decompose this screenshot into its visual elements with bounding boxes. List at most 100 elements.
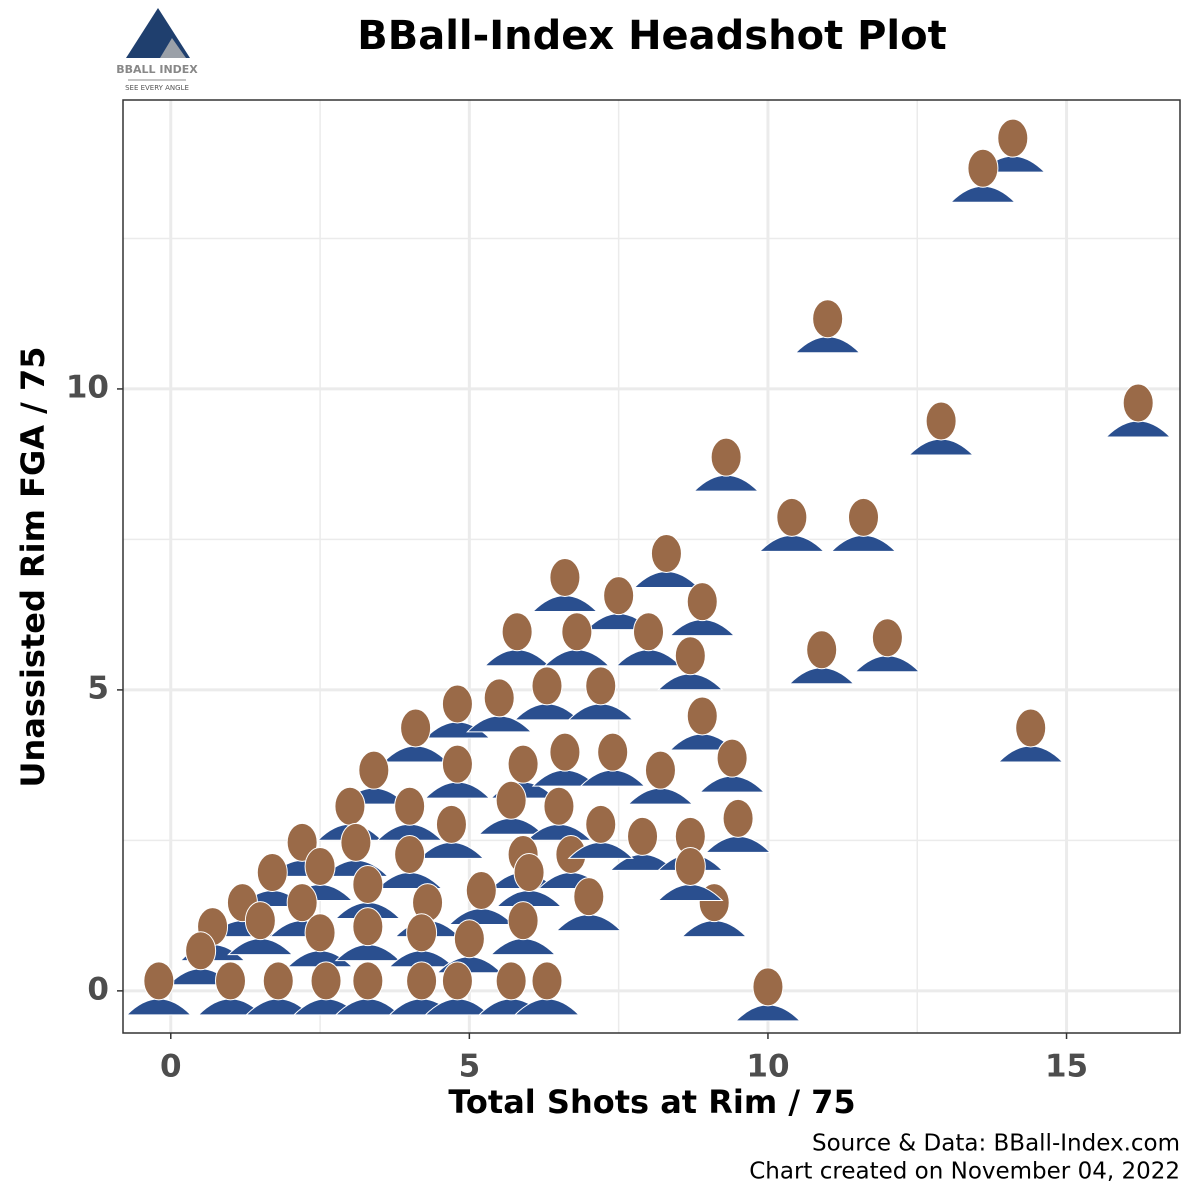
headshot-point bbox=[734, 967, 802, 1022]
headshot-point bbox=[286, 913, 354, 968]
face bbox=[435, 804, 467, 844]
face bbox=[752, 967, 784, 1007]
headshot-point bbox=[585, 576, 652, 631]
headshot-point bbox=[495, 852, 563, 907]
face bbox=[244, 901, 276, 941]
headshot-point bbox=[525, 786, 593, 841]
headshot-point bbox=[567, 804, 634, 859]
face bbox=[441, 744, 473, 784]
headshot-point bbox=[579, 732, 646, 787]
face bbox=[1122, 383, 1154, 423]
logo: BBALL INDEX SEE EVERY ANGLE bbox=[116, 8, 198, 92]
face bbox=[561, 612, 593, 652]
face bbox=[483, 678, 515, 718]
headshot-point bbox=[854, 618, 921, 673]
face bbox=[871, 618, 903, 658]
face bbox=[597, 732, 629, 772]
face bbox=[573, 877, 605, 917]
headshot-point bbox=[949, 148, 1017, 203]
face bbox=[304, 913, 336, 953]
logo-shape bbox=[160, 38, 186, 58]
headshot-point bbox=[466, 678, 533, 733]
y-tick-label: 10 bbox=[66, 369, 109, 405]
face bbox=[495, 961, 527, 1001]
face bbox=[722, 798, 754, 838]
face bbox=[603, 576, 635, 616]
chart-title: BBall-Index Headshot Plot bbox=[357, 13, 947, 59]
headshot-point bbox=[424, 744, 491, 799]
face bbox=[531, 666, 563, 706]
headshot-point bbox=[376, 786, 443, 841]
face bbox=[1015, 708, 1047, 748]
face bbox=[214, 961, 246, 1001]
plot-border bbox=[122, 99, 1181, 1034]
face bbox=[674, 846, 706, 886]
face bbox=[776, 497, 808, 537]
face bbox=[716, 738, 748, 778]
headshot-point bbox=[418, 804, 485, 859]
x-tick-label: 15 bbox=[1045, 1049, 1088, 1085]
headshot-point bbox=[477, 780, 545, 835]
face bbox=[304, 846, 336, 886]
headshot-point bbox=[567, 666, 634, 721]
headshot-point bbox=[627, 750, 694, 805]
face bbox=[501, 612, 533, 652]
face bbox=[967, 148, 999, 188]
face bbox=[507, 901, 539, 941]
headshot-point bbox=[657, 636, 724, 691]
face bbox=[812, 299, 844, 339]
face bbox=[406, 913, 438, 953]
headshot-point bbox=[704, 798, 772, 853]
headshot-point bbox=[657, 846, 724, 901]
headshot-point bbox=[531, 558, 599, 613]
face bbox=[394, 786, 426, 826]
headshot-point bbox=[424, 961, 491, 1016]
y-tick-label: 0 bbox=[87, 971, 109, 1007]
x-axis-label: Total Shots at Rim / 75 bbox=[448, 1083, 855, 1121]
headshot-point bbox=[531, 732, 599, 787]
face bbox=[585, 666, 617, 706]
y-tick-label: 5 bbox=[87, 670, 109, 706]
face bbox=[495, 780, 527, 820]
face bbox=[286, 822, 318, 862]
headshot-point bbox=[997, 708, 1064, 763]
headshot-point bbox=[334, 907, 402, 962]
face bbox=[400, 708, 432, 748]
face bbox=[143, 961, 175, 1001]
x-tick-label: 10 bbox=[746, 1049, 789, 1085]
face bbox=[644, 750, 676, 790]
face bbox=[310, 961, 342, 1001]
created-note: Chart created on November 04, 2022 bbox=[749, 1159, 1180, 1185]
logo-tagline: SEE EVERY ANGLE bbox=[125, 84, 189, 92]
plot-area bbox=[123, 100, 1180, 1033]
headshot-point bbox=[633, 533, 700, 588]
face bbox=[806, 630, 838, 670]
face bbox=[507, 744, 539, 784]
face bbox=[453, 919, 485, 959]
headshot-point bbox=[513, 961, 581, 1016]
face bbox=[627, 816, 659, 856]
face bbox=[585, 804, 617, 844]
headshot-point bbox=[1104, 383, 1172, 438]
headshot-point bbox=[483, 612, 551, 667]
headshot-point bbox=[125, 961, 193, 1016]
face bbox=[549, 558, 581, 598]
headshot-point bbox=[245, 961, 312, 1016]
face bbox=[465, 871, 497, 911]
headshot-point bbox=[489, 901, 557, 956]
headshot-point bbox=[830, 497, 897, 552]
face bbox=[633, 612, 665, 652]
face bbox=[925, 401, 957, 441]
headshot-point bbox=[758, 497, 826, 552]
headshot-point bbox=[197, 961, 264, 1016]
logo-name: BBALL INDEX bbox=[116, 63, 198, 76]
x-tick-label: 5 bbox=[459, 1049, 481, 1085]
face bbox=[549, 732, 581, 772]
face bbox=[406, 961, 438, 1001]
headshot-point bbox=[537, 834, 605, 889]
face bbox=[441, 961, 473, 1001]
face bbox=[352, 907, 384, 947]
face bbox=[340, 822, 372, 862]
headshot-point bbox=[698, 738, 766, 793]
